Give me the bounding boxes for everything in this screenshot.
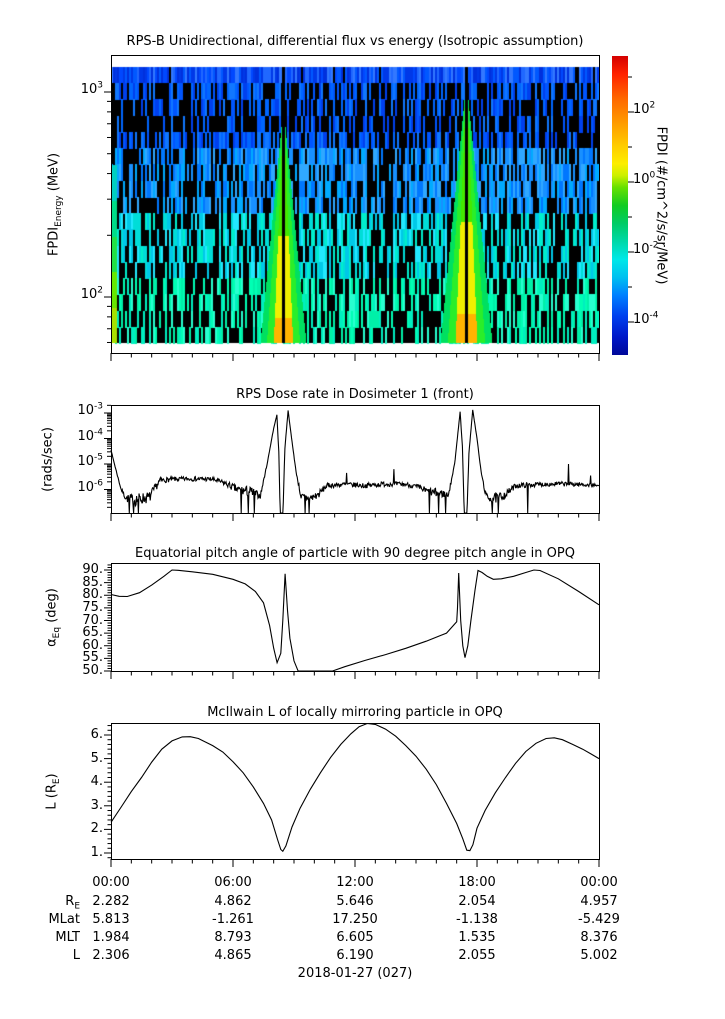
colorbar — [612, 56, 634, 355]
table-value: 17.250 — [332, 912, 378, 927]
table-value: 2.055 — [458, 948, 496, 963]
panel2-title: RPS Dose rate in Dosimeter 1 (front) — [236, 387, 474, 402]
time-tick-label: 12:00 — [336, 875, 374, 890]
colorbar-tick-label: 102 — [633, 100, 656, 117]
y-ticks — [104, 91, 111, 859]
panel2-box — [111, 405, 600, 514]
pitch-angle-curve — [110, 569, 600, 672]
table-row-label: MLat — [48, 912, 80, 927]
p3-ytick-label: 80. — [82, 587, 103, 603]
x-ticks — [110, 353, 600, 867]
p3-ytick-label: 70. — [82, 612, 103, 628]
p2-ytick-label: 10-3 — [77, 401, 103, 418]
panel1-box — [111, 55, 600, 354]
p3-ytick-label: 75. — [82, 599, 103, 615]
flux-spectrogram-canvas — [111, 55, 599, 353]
p2-ytick-label: 10-6 — [77, 478, 103, 495]
table-value: 4.865 — [214, 948, 252, 963]
time-tick-label: 00:00 — [580, 875, 618, 890]
panel1-ylabel: FPDIEnergy (MeV) — [46, 152, 65, 257]
p4-ytick-label: 4. — [90, 774, 103, 790]
panel3-ylabel: αEq (deg) — [44, 588, 63, 647]
time-tick-label: 06:00 — [214, 875, 252, 890]
p1-ytick-label: 103 — [80, 80, 103, 97]
p4-ytick-label: 1. — [90, 845, 103, 860]
p3-ytick-label: 55. — [82, 650, 103, 666]
panel4-ylabel: L (RE) — [44, 773, 63, 810]
table-value: 2.306 — [92, 948, 130, 963]
table-value: -1.138 — [456, 912, 498, 927]
p1-ytick-label: 102 — [80, 285, 103, 302]
p3-ytick-label: 50. — [82, 663, 103, 678]
p4-ytick-label: 5. — [90, 750, 103, 766]
colorbar-label: FPDI (#/cm^2/s/sr/MeV) — [653, 126, 669, 285]
p2-ytick-label: 10-4 — [77, 427, 103, 444]
table-value: 6.190 — [336, 948, 374, 963]
p4-ytick-label: 6. — [90, 727, 103, 742]
p4-ytick-label: 2. — [90, 821, 103, 837]
l-shell-curve — [110, 722, 600, 853]
table-value: 6.605 — [336, 930, 374, 945]
p3-ytick-label: 60. — [82, 637, 103, 653]
table-value: 4.862 — [214, 894, 252, 909]
table-value: 2.282 — [92, 894, 130, 909]
p3-ytick-label: 90. — [82, 562, 103, 577]
time-tick-label: 00:00 — [92, 875, 130, 890]
panel3-title: Equatorial pitch angle of particle with … — [135, 546, 575, 561]
panel4-title: McIlwain L of locally mirroring particle… — [207, 705, 503, 720]
table-value: 1.984 — [92, 930, 130, 945]
panel4-box — [111, 723, 600, 860]
time-tick-label: 18:00 — [458, 875, 496, 890]
footer-date: 2018-01-27 (027) — [297, 966, 413, 981]
table-value: -1.261 — [212, 912, 254, 927]
p3-ytick-label: 85. — [82, 574, 103, 590]
table-value: 5.813 — [92, 912, 130, 927]
dose-rate-curve — [110, 409, 600, 514]
table-value: 8.793 — [214, 930, 252, 945]
table-value: 2.054 — [458, 894, 496, 909]
colorbar-tick-label: 10-2 — [633, 240, 659, 257]
p3-ytick-label: 65. — [82, 625, 103, 641]
table-value: 4.957 — [580, 894, 618, 909]
panel3-box — [111, 563, 600, 672]
plot-boxes — [111, 55, 600, 860]
table-value: 5.002 — [580, 948, 618, 963]
panel1-title: RPS-B Unidirectional, differential flux … — [126, 34, 584, 49]
p4-ytick-label: 3. — [90, 797, 103, 813]
table-value: 1.535 — [458, 930, 496, 945]
colorbar-gradient — [612, 56, 628, 355]
table-row-label: RE — [65, 894, 80, 912]
colorbar-tick-label: 10-4 — [633, 310, 659, 327]
table-value: -5.429 — [578, 912, 620, 927]
table-value: 5.646 — [336, 894, 374, 909]
p2-ytick-label: 10-5 — [77, 452, 103, 469]
colorbar-tick-label: 100 — [633, 170, 656, 187]
table-value: 8.376 — [580, 930, 618, 945]
table-row-label: L — [72, 948, 80, 963]
table-row-label: MLT — [55, 930, 80, 945]
